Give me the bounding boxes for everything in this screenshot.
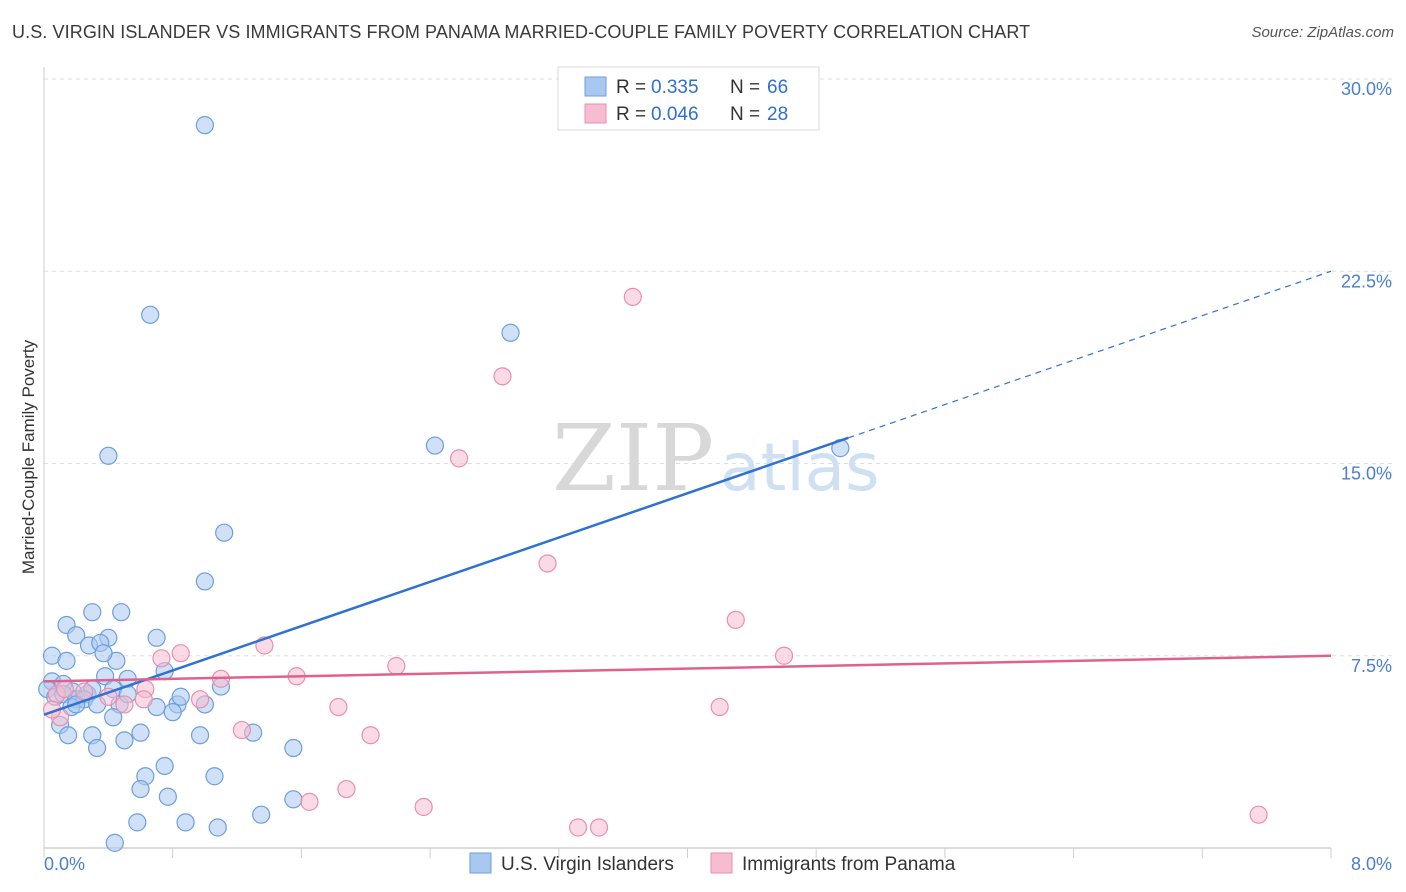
legend-r-label-1: R = bbox=[616, 77, 646, 98]
point-virgin-islanders-1 bbox=[141, 305, 160, 324]
point-virgin-islanders-12 bbox=[67, 626, 86, 645]
trend-line-virgin-islanders-extension bbox=[848, 270, 1332, 439]
point-virgin-islanders-42 bbox=[171, 687, 190, 706]
point-virgin-islanders-65 bbox=[105, 833, 124, 852]
series-legend-swatch-pink bbox=[710, 852, 733, 874]
point-virgin-islanders-8 bbox=[83, 603, 102, 622]
y-tick-label-2: 22.5% bbox=[1341, 271, 1392, 291]
x-tick-label-max: 8.0% bbox=[1351, 854, 1392, 874]
legend-r-value-1: 0.335 bbox=[651, 77, 699, 98]
point-panama-29 bbox=[569, 818, 588, 837]
point-panama-2 bbox=[449, 449, 469, 468]
grid-lines bbox=[44, 78, 1392, 657]
point-panama-31 bbox=[1249, 805, 1268, 824]
point-virgin-islanders-7 bbox=[195, 572, 214, 591]
chart-title: U.S. VIRGIN ISLANDER VS IMMIGRANTS FROM … bbox=[12, 22, 1031, 42]
watermark-zip: ZIP bbox=[552, 405, 714, 512]
point-virgin-islanders-61 bbox=[128, 813, 147, 832]
point-virgin-islanders-9 bbox=[112, 603, 131, 622]
legend-n-value-1: 66 bbox=[767, 77, 788, 98]
legend-swatch-pink bbox=[584, 103, 607, 124]
legend-n-label-1: N = bbox=[730, 77, 760, 98]
point-virgin-islanders-11 bbox=[147, 628, 166, 647]
watermark-atlas: atlas bbox=[720, 429, 880, 506]
point-virgin-islanders-45 bbox=[104, 708, 123, 727]
point-virgin-islanders-17 bbox=[57, 651, 76, 670]
point-virgin-islanders-2 bbox=[501, 323, 520, 342]
point-virgin-islanders-51 bbox=[87, 738, 107, 758]
point-virgin-islanders-19 bbox=[94, 644, 113, 663]
legend-r-value-2: 0.046 bbox=[651, 104, 699, 125]
series-legend-swatch-blue bbox=[469, 852, 492, 874]
y-tick-label-1: 15.0% bbox=[1341, 464, 1392, 484]
data-points bbox=[38, 116, 1268, 852]
trend-line-panama bbox=[43, 654, 1332, 683]
point-virgin-islanders-0 bbox=[195, 116, 214, 135]
point-virgin-islanders-6 bbox=[215, 523, 234, 542]
point-panama-23 bbox=[710, 697, 729, 717]
point-virgin-islanders-62 bbox=[252, 805, 271, 824]
legend-r-label-2: R = bbox=[616, 104, 646, 125]
point-virgin-islanders-63 bbox=[176, 813, 195, 832]
point-panama-8 bbox=[387, 656, 406, 676]
x-ticks bbox=[43, 848, 1332, 858]
point-panama-4 bbox=[726, 610, 745, 629]
trend-lines bbox=[43, 270, 1332, 716]
y-tick-labels: 7.5% 15.0% 22.5% 30.0% bbox=[1341, 79, 1392, 676]
series-legend: U.S. Virgin Islanders Immigrants from Pa… bbox=[469, 852, 956, 875]
point-virgin-islanders-49 bbox=[131, 723, 150, 742]
point-virgin-islanders-41 bbox=[163, 703, 182, 722]
legend-swatch-blue bbox=[584, 76, 607, 97]
series-legend-label-2: Immigrants from Panama bbox=[742, 854, 956, 875]
stats-legend: R = 0.335 N = 66 R = 0.046 N = 28 bbox=[557, 66, 820, 131]
point-virgin-islanders-3 bbox=[99, 446, 118, 465]
legend-n-value-2: 28 bbox=[767, 104, 788, 125]
point-virgin-islanders-64 bbox=[208, 818, 227, 837]
series-legend-label-1: U.S. Virgin Islanders bbox=[501, 854, 674, 875]
point-virgin-islanders-58 bbox=[131, 779, 150, 799]
y-tick-label-3: 30.0% bbox=[1341, 79, 1392, 99]
point-virgin-islanders-50 bbox=[115, 731, 134, 750]
point-panama-22 bbox=[329, 697, 348, 717]
point-panama-3 bbox=[538, 554, 557, 573]
point-panama-14 bbox=[55, 679, 75, 699]
point-virgin-islanders-59 bbox=[158, 787, 177, 806]
point-panama-24 bbox=[232, 720, 251, 740]
source-label: Source: ZipAtlas.com bbox=[1251, 24, 1394, 41]
point-panama-5 bbox=[152, 649, 171, 668]
point-virgin-islanders-4 bbox=[425, 436, 445, 455]
point-panama-27 bbox=[300, 792, 319, 811]
point-virgin-islanders-57 bbox=[205, 767, 224, 786]
point-panama-18 bbox=[190, 690, 210, 709]
legend-n-label-2: N = bbox=[730, 104, 760, 125]
point-virgin-islanders-52 bbox=[190, 726, 210, 745]
point-virgin-islanders-60 bbox=[284, 790, 303, 809]
point-virgin-islanders-55 bbox=[155, 756, 174, 776]
watermark: ZIP atlas bbox=[552, 405, 880, 512]
x-tick-label-min: 0.0% bbox=[44, 854, 85, 874]
point-panama-19 bbox=[115, 695, 134, 714]
y-tick-label-0: 7.5% bbox=[1351, 656, 1392, 676]
point-panama-10 bbox=[774, 646, 794, 665]
point-panama-6 bbox=[171, 644, 190, 663]
point-panama-26 bbox=[337, 779, 356, 799]
point-panama-28 bbox=[414, 797, 433, 817]
point-panama-25 bbox=[361, 726, 380, 745]
point-panama-1 bbox=[493, 367, 512, 386]
point-virgin-islanders-54 bbox=[284, 738, 303, 758]
point-panama-17 bbox=[134, 690, 153, 709]
y-axis-title: Married-Couple Family Poverty bbox=[19, 339, 38, 574]
point-panama-0 bbox=[623, 287, 642, 306]
trend-line-virgin-islanders bbox=[43, 436, 849, 716]
point-virgin-islanders-47 bbox=[59, 726, 78, 745]
point-panama-30 bbox=[589, 818, 609, 837]
